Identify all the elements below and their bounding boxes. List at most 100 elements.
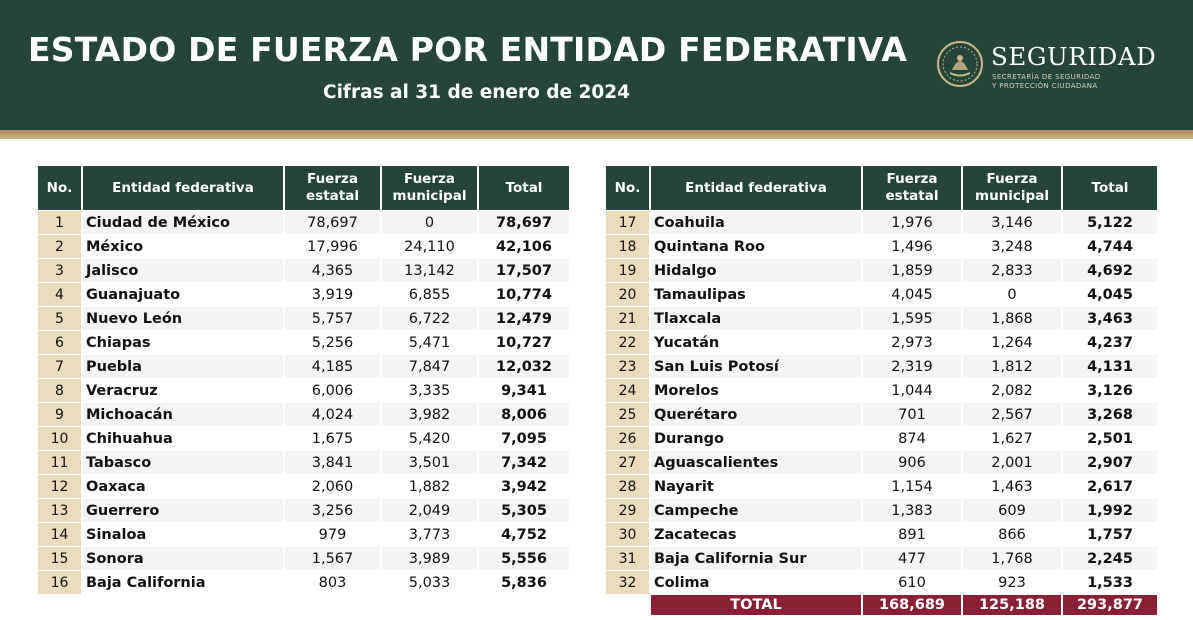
fuerza-estatal-value: 4,185 — [285, 355, 380, 378]
row-number: 11 — [38, 451, 81, 474]
table-row: 22 Yucatán 2,973 1,264 4,237 — [606, 331, 1157, 354]
row-number: 3 — [38, 259, 81, 282]
fuerza-estatal-value: 701 — [863, 403, 961, 426]
total-value: 3,126 — [1063, 379, 1157, 402]
row-number: 19 — [606, 259, 649, 282]
table-row: 12 Oaxaca 2,060 1,882 3,942 — [38, 475, 569, 498]
fuerza-municipal-value: 1,264 — [963, 331, 1061, 354]
row-number: 20 — [606, 283, 649, 306]
fuerza-municipal-value: 2,049 — [382, 499, 477, 522]
fuerza-municipal-value: 24,110 — [382, 235, 477, 258]
fuerza-municipal-value: 6,722 — [382, 307, 477, 330]
total-blank-cell — [606, 595, 649, 615]
total-value: 1,992 — [1063, 499, 1157, 522]
fuerza-estatal-value: 874 — [863, 427, 961, 450]
table-row: 11 Tabasco 3,841 3,501 7,342 — [38, 451, 569, 474]
col-total: Total — [479, 166, 569, 210]
total-value: 3,268 — [1063, 403, 1157, 426]
row-number: 18 — [606, 235, 649, 258]
total-value: 2,501 — [1063, 427, 1157, 450]
table-row: 14 Sinaloa 979 3,773 4,752 — [38, 523, 569, 546]
total-estatal: 168,689 — [863, 595, 961, 615]
entidad-name: Tamaulipas — [651, 283, 861, 306]
fuerza-municipal-value: 2,001 — [963, 451, 1061, 474]
row-number: 29 — [606, 499, 649, 522]
entidad-name: Oaxaca — [83, 475, 283, 498]
brand-subline-1: SECRETARÍA DE SEGURIDAD — [992, 73, 1101, 81]
fuerza-municipal-value: 609 — [963, 499, 1061, 522]
total-value: 10,774 — [479, 283, 569, 306]
fuerza-estatal-value: 477 — [863, 547, 961, 570]
entidad-name: Sonora — [83, 547, 283, 570]
fuerza-municipal-value: 2,567 — [963, 403, 1061, 426]
brand-name: SEGURIDAD — [991, 42, 1157, 71]
entidad-name: Yucatán — [651, 331, 861, 354]
entidad-name: Chihuahua — [83, 427, 283, 450]
row-number: 1 — [38, 211, 81, 234]
col-estatal: Fuerza estatal — [285, 166, 380, 210]
total-value: 2,617 — [1063, 475, 1157, 498]
fuerza-municipal-value: 1,812 — [963, 355, 1061, 378]
fuerza-estatal-value: 610 — [863, 571, 961, 594]
table-row: 15 Sonora 1,567 3,989 5,556 — [38, 547, 569, 570]
row-number: 12 — [38, 475, 81, 498]
total-value: 12,032 — [479, 355, 569, 378]
total-value: 5,836 — [479, 571, 569, 594]
row-number: 24 — [606, 379, 649, 402]
fuerza-estatal-value: 1,859 — [863, 259, 961, 282]
left-table-header: No. Entidad federativa Fuerza estatal Fue… — [38, 166, 569, 210]
total-row: TOTAL 168,689 125,188 293,877 — [606, 595, 1157, 615]
fuerza-municipal-value: 1,463 — [963, 475, 1061, 498]
total-value: 1,533 — [1063, 571, 1157, 594]
table-row: 10 Chihuahua 1,675 5,420 7,095 — [38, 427, 569, 450]
table-row: 5 Nuevo León 5,757 6,722 12,479 — [38, 307, 569, 330]
row-number: 27 — [606, 451, 649, 474]
page-subtitle: Cifras al 31 de enero de 2024 — [323, 82, 630, 103]
total-total: 293,877 — [1063, 595, 1157, 615]
total-value: 4,752 — [479, 523, 569, 546]
fuerza-municipal-value: 7,847 — [382, 355, 477, 378]
fuerza-municipal-value: 5,033 — [382, 571, 477, 594]
fuerza-municipal-value: 13,142 — [382, 259, 477, 282]
col-entidad: Entidad federativa — [651, 166, 861, 210]
total-value: 10,727 — [479, 331, 569, 354]
total-value: 4,237 — [1063, 331, 1157, 354]
total-value: 4,045 — [1063, 283, 1157, 306]
entidad-name: Hidalgo — [651, 259, 861, 282]
header-banner: ESTADO DE FUERZA POR ENTIDAD FEDERATIVA … — [0, 0, 1193, 130]
col-entidad: Entidad federativa — [83, 166, 283, 210]
fuerza-estatal-value: 2,973 — [863, 331, 961, 354]
col-no: No. — [606, 166, 649, 210]
col-municipal: Fuerza municipal — [963, 166, 1061, 210]
fuerza-municipal-value: 866 — [963, 523, 1061, 546]
entidad-name: Guerrero — [83, 499, 283, 522]
row-number: 14 — [38, 523, 81, 546]
row-number: 22 — [606, 331, 649, 354]
table-row: 18 Quintana Roo 1,496 3,248 4,744 — [606, 235, 1157, 258]
row-number: 32 — [606, 571, 649, 594]
row-number: 25 — [606, 403, 649, 426]
fuerza-estatal-value: 979 — [285, 523, 380, 546]
total-value: 9,341 — [479, 379, 569, 402]
fuerza-estatal-value: 1,595 — [863, 307, 961, 330]
fuerza-estatal-value: 906 — [863, 451, 961, 474]
row-number: 23 — [606, 355, 649, 378]
entidad-name: Baja California Sur — [651, 547, 861, 570]
total-value: 4,692 — [1063, 259, 1157, 282]
entidad-name: Ciudad de México — [83, 211, 283, 234]
col-municipal: Fuerza municipal — [382, 166, 477, 210]
entidad-name: Querétaro — [651, 403, 861, 426]
table-row: 27 Aguascalientes 906 2,001 2,907 — [606, 451, 1157, 474]
fuerza-municipal-value: 3,773 — [382, 523, 477, 546]
fuerza-estatal-value: 891 — [863, 523, 961, 546]
fuerza-estatal-value: 4,045 — [863, 283, 961, 306]
entidad-name: Sinaloa — [83, 523, 283, 546]
table-row: 13 Guerrero 3,256 2,049 5,305 — [38, 499, 569, 522]
fuerza-municipal-value: 3,982 — [382, 403, 477, 426]
fuerza-municipal-value: 3,335 — [382, 379, 477, 402]
fuerza-estatal-value: 78,697 — [285, 211, 380, 234]
fuerza-estatal-value: 1,044 — [863, 379, 961, 402]
table-row: 30 Zacatecas 891 866 1,757 — [606, 523, 1157, 546]
fuerza-municipal-value: 2,833 — [963, 259, 1061, 282]
fuerza-estatal-value: 6,006 — [285, 379, 380, 402]
